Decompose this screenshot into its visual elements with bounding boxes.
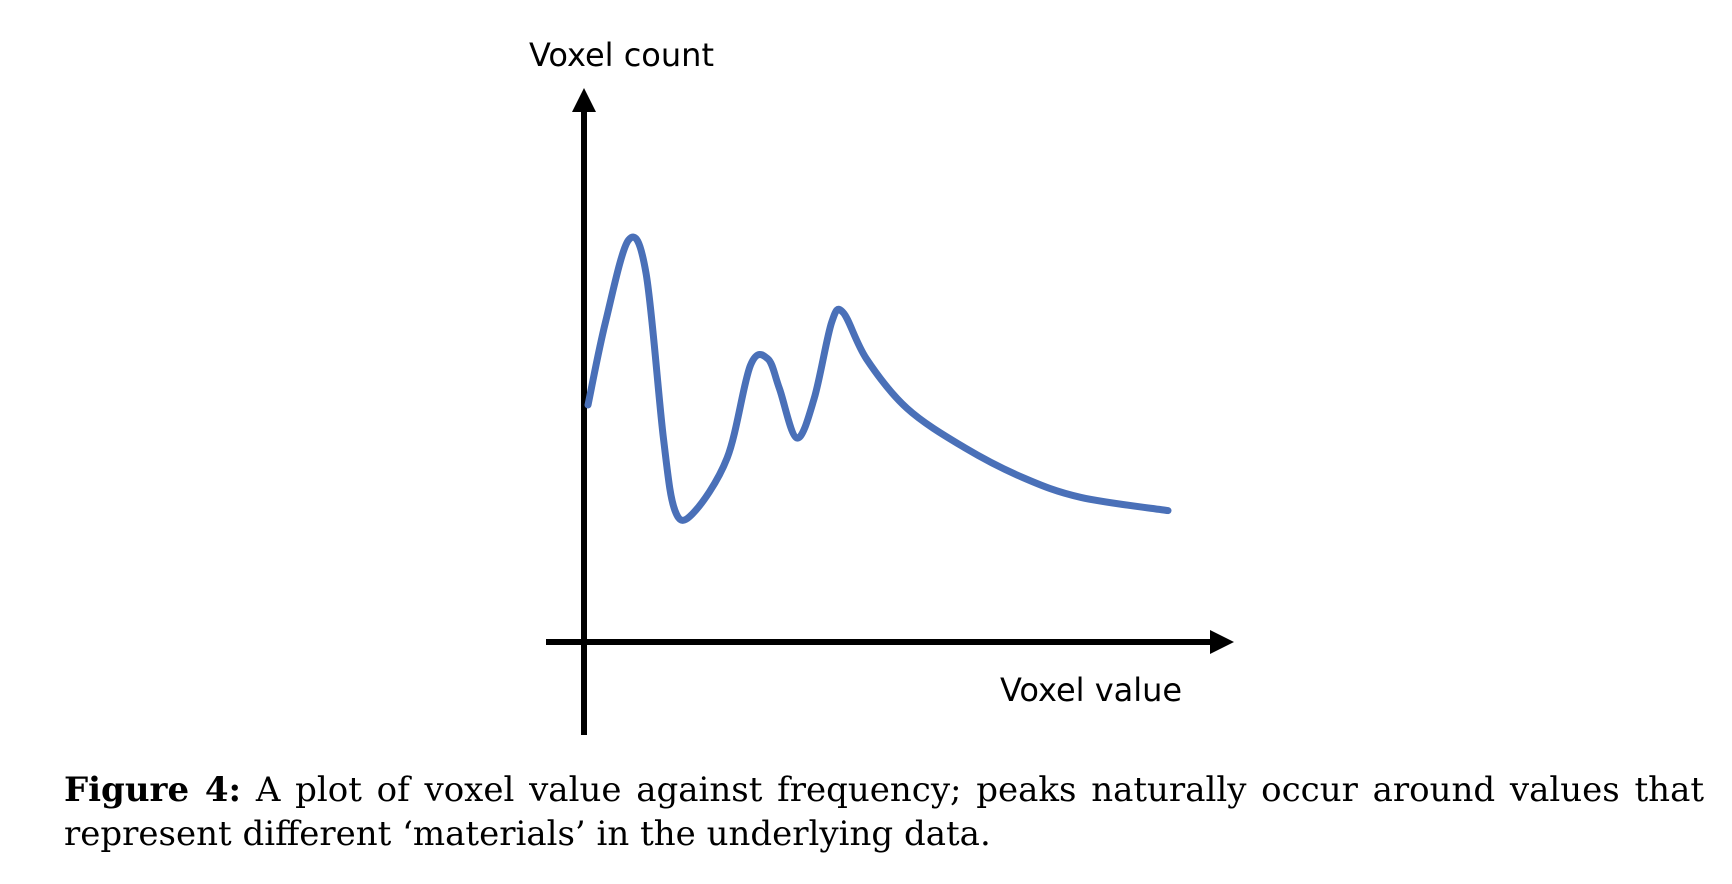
data-point [811,395,817,401]
data-point [724,455,730,461]
data-point [660,435,666,441]
data-point [747,362,753,368]
data-point [689,511,695,517]
data-point [863,356,869,362]
voxel-histogram-chart: Voxel count Voxel value [529,36,1234,735]
caption-text: A plot of voxel value against frequency;… [64,770,1704,854]
figure-label: Figure 4: [64,770,242,810]
x-axis-arrowhead [1210,630,1234,654]
data-point [962,445,968,451]
data-point [1078,494,1084,500]
data-point [765,356,771,362]
data-point [904,405,910,411]
data-point [643,270,649,276]
y-axis-label: Voxel count [529,36,714,74]
data-point [840,310,846,316]
data-point [602,320,608,326]
x-axis-label: Voxel value [1000,671,1182,709]
data-point [794,435,800,441]
series-line [584,233,1172,524]
y-axis-arrowhead [572,88,596,112]
figure-caption: Figure 4: A plot of voxel value against … [64,768,1704,856]
data-point [585,402,591,408]
data-point [776,386,782,392]
data-point [829,320,835,326]
data-point [626,237,632,243]
data-point [1165,508,1171,514]
data-point [672,508,678,514]
data-point [1020,475,1026,481]
